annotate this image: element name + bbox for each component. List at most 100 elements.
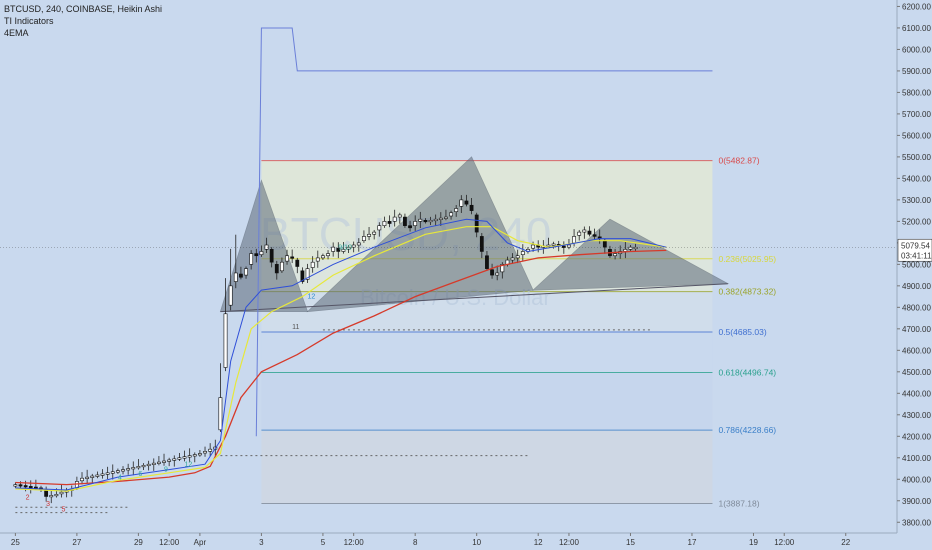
ema-blue-line: [15, 218, 667, 491]
fib-label: 0.5(4685.03): [718, 327, 766, 337]
x-tick-label: 10: [472, 538, 481, 547]
candle: [203, 451, 207, 454]
fib-zone: [261, 332, 713, 373]
candle: [602, 240, 607, 248]
candle: [464, 200, 469, 205]
fib-label: 0.382(4873.32): [718, 287, 776, 297]
price-badge: [897, 238, 932, 262]
x-tick-label: Apr: [194, 538, 207, 547]
count-label: 2: [26, 495, 30, 502]
candle: [377, 225, 382, 231]
candle: [177, 457, 182, 460]
candle: [433, 218, 438, 222]
count-label: 6: [138, 471, 142, 478]
candle: [326, 253, 330, 257]
count-label: 11: [292, 324, 299, 331]
candle: [403, 216, 407, 226]
y-tick-label: 5900.00: [902, 67, 931, 76]
candle: [269, 249, 274, 263]
fib-label: 0.786(4228.66): [718, 425, 776, 435]
y-tick-label: 4200.00: [902, 432, 931, 441]
ema-red-line: [15, 249, 667, 486]
y-tick-label: 5300.00: [902, 196, 931, 205]
candle: [474, 214, 479, 233]
candle: [218, 397, 223, 431]
candle: [469, 204, 474, 211]
candle: [23, 485, 28, 488]
candle: [454, 208, 459, 212]
x-tick-label: 12:00: [559, 538, 580, 547]
candle: [59, 491, 64, 495]
candle: [167, 459, 172, 462]
candle: [105, 472, 110, 475]
y-tick-label: 4900.00: [902, 282, 931, 291]
x-tick-label: 17: [688, 538, 697, 547]
candle: [438, 217, 443, 220]
candle: [341, 249, 346, 252]
x-tick-label: 12:00: [344, 538, 365, 547]
count-label: 12: [308, 294, 316, 301]
ema-yellow-line: [15, 226, 667, 492]
candle: [495, 272, 500, 276]
candle: [479, 236, 484, 252]
candle: [192, 454, 197, 457]
candle: [362, 236, 366, 242]
candle: [141, 465, 146, 468]
y-tick-label: 5400.00: [902, 174, 931, 183]
y-tick-label: 5800.00: [902, 88, 931, 97]
x-tick-label: 12:00: [159, 538, 180, 547]
y-tick-label: 5700.00: [902, 110, 931, 119]
candle: [397, 214, 402, 218]
candle: [146, 463, 151, 467]
price-badge-countdown: 03:41:11: [901, 251, 932, 260]
candle: [392, 216, 397, 222]
candle: [49, 495, 54, 498]
candle: [249, 253, 254, 265]
candle: [208, 448, 213, 452]
candle: [80, 477, 84, 482]
candle: [54, 494, 59, 497]
candle: [485, 255, 489, 269]
candle: [572, 236, 576, 244]
candle: [567, 244, 571, 248]
candle: [274, 264, 279, 274]
candle: [372, 231, 377, 235]
candle: [423, 219, 428, 223]
candle: [367, 233, 371, 237]
candle: [259, 251, 264, 255]
count-label: 3: [46, 501, 50, 508]
candle: [300, 270, 305, 282]
y-tick-label: 3800.00: [902, 518, 931, 527]
indicator-label-ema[interactable]: 4EMA: [4, 28, 29, 38]
candle: [351, 244, 356, 248]
candle: [244, 268, 248, 276]
y-tick-label: 4300.00: [902, 411, 931, 420]
candle: [561, 245, 566, 248]
indicator-label-ti[interactable]: TI Indicators: [4, 16, 54, 26]
candle: [336, 247, 341, 252]
candle: [500, 264, 505, 273]
candle: [459, 199, 464, 207]
candle: [151, 462, 156, 465]
candle: [44, 489, 49, 497]
candle: [305, 268, 310, 280]
fib-label: 1(3887.18): [718, 499, 759, 509]
candle: [413, 221, 418, 226]
candle: [18, 484, 23, 487]
candle: [444, 216, 448, 219]
candle: [121, 469, 125, 472]
y-tick-label: 4000.00: [902, 475, 931, 484]
candle: [13, 484, 18, 487]
candle: [233, 272, 238, 282]
candle: [182, 456, 187, 459]
candle: [136, 466, 141, 469]
candle: [162, 460, 166, 463]
count-label: 4: [118, 474, 122, 481]
indicator-step-line: [255, 27, 713, 437]
candle: [198, 453, 202, 456]
candle: [382, 221, 387, 226]
count-label: 9/10: [338, 244, 352, 251]
y-tick-label: 5200.00: [902, 217, 931, 226]
